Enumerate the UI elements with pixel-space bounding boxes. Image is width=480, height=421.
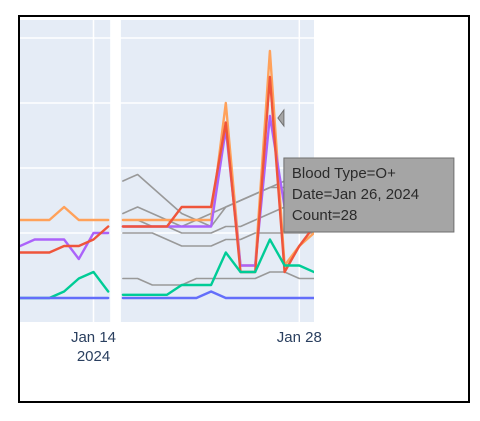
- tooltip-box: [283, 157, 455, 233]
- series-line[interactable]: [20, 205, 110, 222]
- series-line[interactable]: [20, 231, 110, 261]
- tooltip-line: Date=Jan 26, 2024: [292, 186, 419, 203]
- x-tick-label: Jan 28: [277, 329, 322, 346]
- hover-tooltip: Blood Type=O+ Date=Jan 26, 2024 Count=28: [277, 108, 455, 233]
- series-line[interactable]: [121, 238, 314, 296]
- series-line[interactable]: [20, 225, 110, 254]
- tooltip-line: Blood Type=O+: [292, 165, 396, 182]
- series-line[interactable]: [121, 290, 314, 300]
- x-axis-ticks: Jan 14 2024 Jan 28: [71, 329, 322, 365]
- x-tick-label: Jan 14: [71, 329, 116, 346]
- tooltip-line: Count=28: [292, 207, 357, 224]
- segment-gap: [110, 20, 121, 322]
- tooltip-pointer: [277, 108, 285, 128]
- series-line[interactable]: [122, 173, 314, 228]
- series-layer: [20, 49, 314, 300]
- series-line[interactable]: [121, 75, 314, 274]
- x-tick-year-label: 2024: [77, 348, 110, 365]
- series-line[interactable]: [122, 271, 314, 286]
